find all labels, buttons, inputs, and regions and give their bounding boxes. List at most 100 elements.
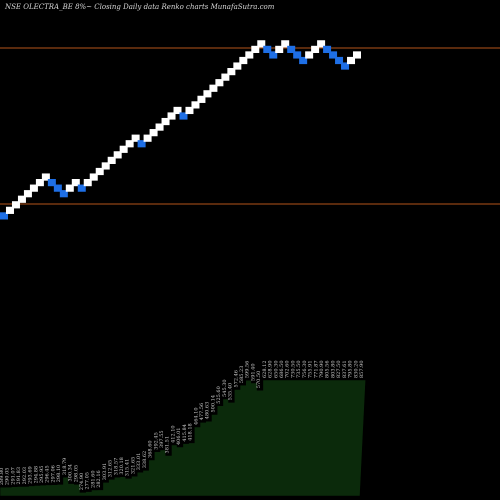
brick-value-label: 318.57 bbox=[113, 458, 119, 476]
renko-brick bbox=[335, 56, 344, 65]
renko-brick bbox=[119, 145, 128, 153]
brick-value-label: 570.50 bbox=[256, 371, 262, 389]
renko-brick bbox=[167, 112, 176, 120]
renko-brick bbox=[131, 134, 140, 142]
brick-value-label: 318.79 bbox=[62, 458, 68, 476]
renko-brick bbox=[59, 190, 68, 198]
brick-value-label: 320.18 bbox=[119, 457, 125, 475]
brick-value-label: 291.07 bbox=[10, 467, 16, 485]
brick-value-label: 418.18 bbox=[188, 423, 194, 441]
brick-value-label: 755.91 bbox=[308, 361, 314, 379]
renko-brick bbox=[317, 40, 326, 48]
chart-caption: NSE OLECTRA_BE 8%~ Closing Daily data Re… bbox=[4, 3, 275, 11]
brick-value-label: 771.87 bbox=[313, 361, 319, 379]
brick-value-label: 837.61 bbox=[342, 361, 348, 379]
renko-brick bbox=[263, 45, 272, 53]
brick-value-label: 730.50 bbox=[290, 361, 296, 379]
brick-value-label: 298.05 bbox=[73, 465, 79, 483]
renko-brick bbox=[47, 179, 56, 187]
renko-brick bbox=[293, 51, 302, 59]
brick-value-label: 296.45 bbox=[45, 465, 51, 483]
renko-brick bbox=[95, 167, 104, 176]
brick-value-label: 686.50 bbox=[279, 361, 285, 379]
renko-brick bbox=[155, 123, 164, 131]
renko-brick bbox=[83, 179, 92, 187]
brick-value-label: 535.40 bbox=[228, 383, 234, 401]
renko-brick bbox=[251, 45, 260, 53]
renko-brick bbox=[23, 190, 32, 198]
renko-brick bbox=[65, 184, 74, 192]
brick-value-label: 274.90 bbox=[79, 473, 85, 491]
brick-value-label: 756.30 bbox=[302, 361, 308, 379]
brick-value-label: 290.05 bbox=[5, 468, 11, 486]
brick-value-label: 500.14 bbox=[210, 395, 216, 413]
brick-value-label: 292.03 bbox=[22, 467, 28, 485]
brick-value-label: 803.80 bbox=[330, 361, 336, 379]
brick-value-label: 591.40 bbox=[250, 363, 256, 381]
brick-value-label: 297.06 bbox=[50, 465, 56, 483]
renko-brick bbox=[191, 101, 200, 109]
brick-value-label: 480.63 bbox=[205, 402, 211, 420]
brick-value-label: 295.95 bbox=[39, 466, 45, 484]
renko-brick bbox=[311, 45, 320, 53]
renko-brick bbox=[323, 45, 332, 53]
renko-brick bbox=[347, 56, 356, 65]
brick-value-label: 628.90 bbox=[268, 361, 274, 379]
brick-value-labels: 289.80 290.05 291.07 291.83 292.03 293.69 294.… bbox=[0, 361, 365, 491]
brick-value-label: 585.23 bbox=[239, 366, 245, 384]
brick-value-label: 315.41 bbox=[125, 459, 131, 477]
brick-value-label: 795.80 bbox=[348, 361, 354, 379]
brick-value-label: 381.51 bbox=[165, 436, 171, 454]
brick-value-label: 291.83 bbox=[16, 467, 22, 485]
brick-value-label: 321.65 bbox=[130, 457, 136, 475]
renko-brick bbox=[221, 73, 230, 81]
renko-brick bbox=[227, 68, 236, 76]
renko-brick bbox=[185, 106, 194, 115]
lower-area-panel bbox=[0, 379, 367, 497]
renko-brick bbox=[161, 117, 170, 126]
brick-value-label: 830.20 bbox=[353, 361, 359, 379]
renko-brick bbox=[11, 201, 20, 209]
renko-brick bbox=[137, 140, 146, 148]
brick-value-label: 277.05 bbox=[85, 472, 91, 490]
renko-brick bbox=[113, 151, 122, 159]
brick-value-label: 298.10 bbox=[56, 465, 62, 483]
renko-brick bbox=[239, 56, 248, 65]
brick-value-label: 790.90 bbox=[319, 361, 325, 379]
brick-value-label: 805.56 bbox=[325, 361, 331, 379]
renko-brick bbox=[287, 45, 296, 53]
brick-value-label: 293.69 bbox=[28, 466, 34, 484]
renko-bricks bbox=[0, 40, 361, 220]
renko-brick bbox=[149, 129, 158, 137]
renko-brick bbox=[257, 40, 266, 48]
brick-value-label: 338.62 bbox=[142, 451, 148, 469]
brick-value-label: 857.90 bbox=[359, 361, 365, 379]
brick-value-label: 303.91 bbox=[102, 463, 108, 481]
renko-brick bbox=[281, 40, 290, 48]
brick-value-label: 702.60 bbox=[285, 361, 291, 379]
renko-brick bbox=[53, 184, 62, 192]
reference-lines bbox=[0, 47, 500, 205]
renko-brick bbox=[173, 106, 182, 115]
renko-brick bbox=[329, 51, 338, 59]
brick-value-label: 397.55 bbox=[159, 430, 165, 448]
renko-brick bbox=[101, 162, 110, 170]
brick-value-label: 294.88 bbox=[33, 466, 39, 484]
renko-brick bbox=[5, 206, 14, 214]
renko-brick bbox=[233, 62, 242, 70]
renko-brick bbox=[353, 51, 361, 59]
brick-value-label: 412.10 bbox=[170, 425, 176, 443]
brick-value-label: 545.30 bbox=[222, 379, 228, 397]
renko-brick bbox=[299, 56, 308, 65]
renko-brick bbox=[215, 79, 224, 87]
brick-value-label: 406.01 bbox=[176, 428, 182, 446]
renko-brick bbox=[71, 179, 80, 187]
renko-brick bbox=[209, 84, 218, 92]
brick-value-label: 415.84 bbox=[182, 424, 188, 442]
renko-brick bbox=[125, 140, 134, 148]
renko-brick bbox=[89, 173, 98, 181]
brick-value-label: 281.60 bbox=[90, 470, 96, 488]
renko-brick bbox=[17, 195, 26, 203]
renko-brick bbox=[197, 95, 206, 103]
brick-value-label: 333.01 bbox=[136, 453, 142, 471]
